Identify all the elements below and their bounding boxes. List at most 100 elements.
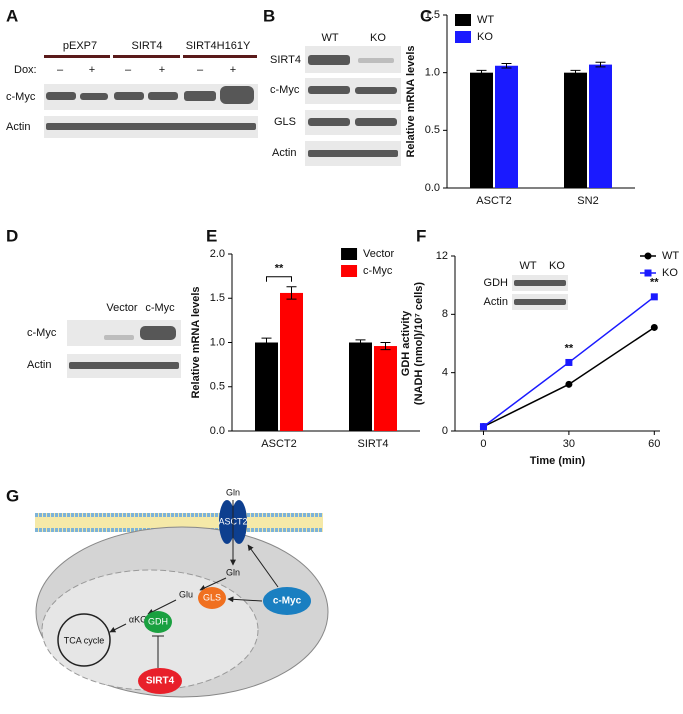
legend-label: KO: [662, 267, 678, 279]
x-axis-label: Time (min): [530, 455, 586, 467]
diagram: ASCT2 Gln Gln Glu αKG TCA cycle GLS GDH …: [35, 487, 329, 698]
panel-label: D: [6, 226, 18, 245]
dox-sign: +: [230, 64, 236, 76]
group-label: pEXP7: [63, 40, 97, 52]
error-bar: [595, 61, 606, 68]
error-bar: [355, 339, 366, 346]
c-myc: [263, 587, 311, 615]
y-tick-label: 8: [442, 308, 448, 320]
enzyme: [144, 611, 172, 633]
metabolite: Gln: [226, 487, 240, 497]
lane-label: KO: [370, 32, 386, 44]
inset-lane-label: WT: [519, 260, 536, 272]
y-tick-label: 4: [442, 367, 448, 379]
y-tick-label: 2.0: [210, 248, 225, 260]
group-label: SIRT4H161Y: [186, 40, 251, 52]
bar: [495, 65, 518, 188]
annotation: **: [565, 342, 574, 354]
y-tick-label: 1.0: [210, 336, 225, 348]
legend-label: WT: [662, 250, 679, 262]
inset-lane-label: KO: [549, 260, 565, 272]
dox-sign: +: [159, 64, 165, 76]
lane-label: c-Myc: [145, 302, 175, 314]
sirt4: [138, 668, 182, 694]
marker: [479, 423, 487, 431]
legend-label: WT: [477, 14, 494, 26]
bar: [280, 292, 303, 431]
x-tick-label: 0: [480, 438, 486, 450]
dox-sign: +: [89, 64, 95, 76]
bar: [589, 64, 612, 188]
charts: 0.0 0.5 1.0 1.5 Relative mRNA levels ASCT2 SN2…: [190, 9, 679, 467]
enzyme-label: GLS: [203, 592, 221, 602]
sirt4-label: SIRT4: [146, 676, 175, 687]
x-tick-label: SN2: [577, 195, 598, 207]
panel-label: F: [416, 226, 426, 245]
group-bar: [183, 55, 257, 58]
transporter: [219, 500, 235, 544]
y-tick-label: 12: [436, 250, 448, 262]
bar: [470, 72, 493, 188]
y-axis-label: Relative mRNA levels: [405, 45, 417, 157]
marker: [650, 293, 658, 301]
c-myc-label: c-Myc: [273, 596, 302, 607]
row-label: SIRT4: [270, 54, 301, 66]
row-label: Actin: [27, 359, 51, 371]
inset-row-label: Actin: [484, 296, 508, 308]
legend-marker: [644, 252, 652, 260]
panel-label: G: [6, 486, 19, 505]
y-axis-label: GDH activity: [400, 310, 412, 376]
error-bar: [501, 62, 512, 69]
enzyme: [198, 587, 226, 609]
error-bar: [380, 342, 391, 351]
row-label: c-Myc: [27, 327, 57, 339]
enzyme-label: GDH: [148, 616, 168, 626]
metabolite: Gln: [226, 567, 240, 577]
bar: [374, 346, 397, 431]
row-label: Actin: [272, 147, 296, 159]
error-bar: [570, 69, 581, 76]
legend-swatch: [341, 248, 358, 260]
lane-label: WT: [321, 32, 338, 44]
y-tick-label: 0.0: [210, 425, 225, 437]
y-axis-label: Relative mRNA levels: [190, 286, 202, 398]
panel-label: B: [263, 6, 275, 25]
legend-swatch: [455, 31, 471, 43]
annotation: **: [275, 263, 284, 275]
dox-sign: –: [57, 64, 64, 76]
marker: [565, 380, 573, 388]
y-tick-label: 0.0: [425, 182, 440, 194]
row-label: GLS: [274, 116, 296, 128]
x-tick-label: ASCT2: [476, 195, 511, 207]
blot-a: pEXP7 SIRT4 SIRT4H161Y Dox: – + – + – + …: [6, 40, 258, 138]
group-label: SIRT4: [132, 40, 163, 52]
error-bar: [261, 337, 272, 348]
y-tick-label: 1.5: [425, 9, 440, 21]
row-label: c-Myc: [270, 84, 300, 96]
error-bar: [286, 286, 297, 300]
y-tick-label: 0: [442, 425, 448, 437]
x-tick-label: SIRT4: [358, 438, 389, 450]
inset-band: [514, 280, 566, 286]
legend-swatch: [455, 14, 471, 26]
metabolite: Glu: [179, 589, 193, 599]
x-tick-label: 30: [563, 438, 575, 450]
significance-bracket: [266, 276, 292, 282]
lane-label: Vector: [106, 302, 138, 314]
group-bar: [44, 55, 110, 58]
panel-label: C: [420, 6, 432, 25]
y-tick-label: 0.5: [425, 124, 440, 136]
legend-label: Vector: [363, 248, 395, 260]
dox-sign: –: [125, 64, 132, 76]
marker: [565, 358, 573, 366]
legend-label: KO: [477, 31, 493, 43]
panel-label: E: [206, 226, 217, 245]
y-axis-label: (NADH (nmol)/10⁷ cells): [413, 282, 425, 405]
marker: [650, 323, 658, 331]
blot-d: Vector c-Myc c-Myc Actin: [27, 302, 181, 378]
legend-marker: [644, 269, 652, 277]
inset-row-label: GDH: [484, 277, 509, 289]
annotation: **: [650, 277, 659, 289]
bar: [349, 342, 372, 431]
